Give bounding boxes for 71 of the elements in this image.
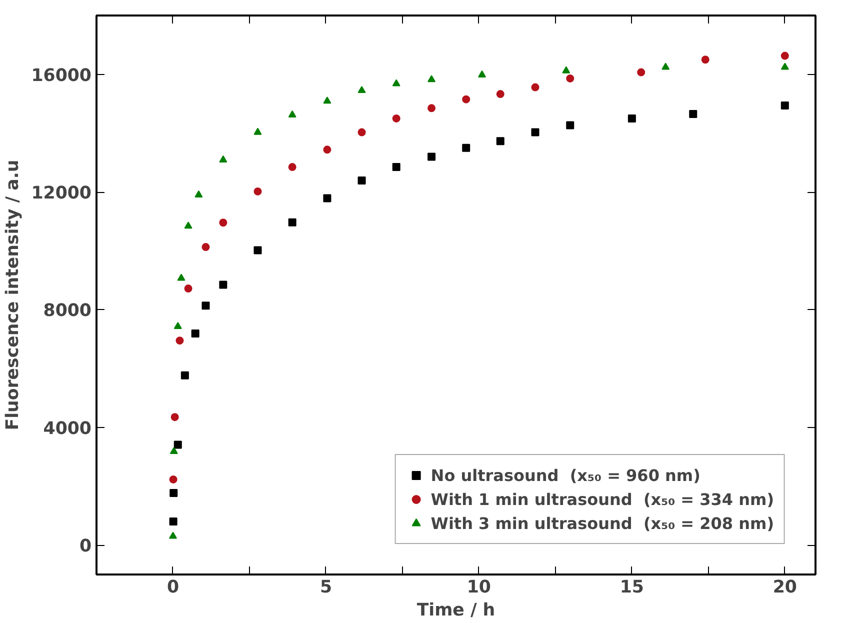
point <box>323 194 332 202</box>
point <box>780 52 789 60</box>
legend-label: No ultrasound (x₅₀ = 960 nm) <box>430 466 700 484</box>
point <box>254 187 262 196</box>
point <box>174 322 182 329</box>
point <box>168 532 177 539</box>
y-tick-label: 16000 <box>31 66 92 86</box>
point <box>169 475 178 484</box>
point <box>392 114 400 122</box>
point <box>288 163 296 172</box>
point <box>566 121 574 130</box>
point <box>392 79 400 86</box>
point <box>562 66 570 74</box>
point <box>254 246 262 254</box>
point <box>428 152 436 161</box>
point <box>288 110 296 118</box>
point <box>780 102 789 110</box>
point <box>177 274 186 281</box>
point <box>428 104 436 112</box>
x-tick-label: 20 <box>772 578 797 598</box>
point <box>531 83 540 92</box>
point <box>531 128 540 136</box>
y-tick-label: 0 <box>79 536 92 557</box>
point <box>170 489 178 498</box>
point <box>194 190 203 198</box>
point <box>358 128 366 136</box>
point <box>174 440 182 449</box>
legend-label: With 3 min ultrasound (x₅₀ = 208 nm) <box>430 514 774 532</box>
point <box>566 74 574 82</box>
point <box>496 90 504 98</box>
point <box>358 86 366 94</box>
y-tick-label: 4000 <box>43 418 92 439</box>
point <box>202 302 210 310</box>
point <box>184 222 192 229</box>
x-tick-label: 10 <box>466 578 492 598</box>
point <box>169 518 178 526</box>
point <box>323 146 332 154</box>
point <box>662 62 670 70</box>
point <box>176 336 184 345</box>
point <box>219 155 228 162</box>
point <box>170 446 178 454</box>
point <box>202 243 210 252</box>
point <box>219 280 228 289</box>
point <box>428 75 436 82</box>
point <box>191 330 200 338</box>
point <box>184 284 192 293</box>
point <box>462 95 470 104</box>
y-tick-label: 12000 <box>31 184 92 204</box>
point <box>462 144 470 152</box>
x-axis-title: Time / h <box>416 600 496 620</box>
x-tick-label: 0 <box>166 578 180 598</box>
point <box>478 70 486 78</box>
point <box>392 163 400 172</box>
point <box>358 176 366 185</box>
y-tick-label: 8000 <box>43 301 92 322</box>
point <box>496 137 504 146</box>
point <box>780 62 789 70</box>
point <box>689 110 698 118</box>
x-tick-label: 5 <box>320 578 332 598</box>
point <box>701 56 710 64</box>
point <box>288 218 296 226</box>
x-tick-label: 15 <box>620 578 644 598</box>
y-axis-title: Fluorescence intensity / a.u <box>3 160 24 430</box>
point <box>180 371 189 380</box>
point <box>170 413 179 422</box>
point <box>219 218 228 227</box>
point <box>323 96 332 104</box>
point <box>628 114 636 122</box>
point <box>254 128 262 135</box>
point <box>637 68 646 76</box>
legend-label: With 1 min ultrasound (x₅₀ = 334 nm) <box>430 490 774 508</box>
